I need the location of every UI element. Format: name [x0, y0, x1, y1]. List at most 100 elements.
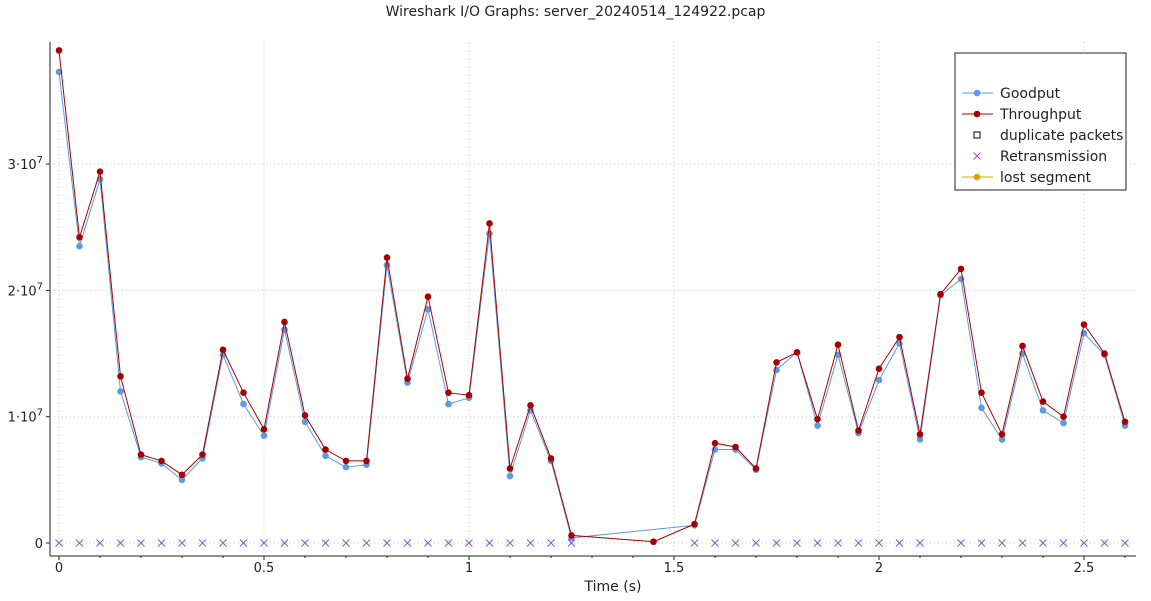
data-point [1039, 407, 1047, 414]
retransmission-marker [239, 539, 248, 547]
retransmission-marker [1121, 539, 1129, 547]
retransmission-marker [260, 539, 268, 547]
retransmission-marker [1100, 539, 1109, 547]
x-tick-label: 1 [465, 561, 473, 576]
data-point [752, 465, 760, 472]
retransmission-marker [55, 539, 63, 547]
retransmission-marker [75, 539, 84, 547]
legend-swatch-square [973, 131, 981, 139]
data-point [998, 436, 1006, 443]
retransmission-marker [137, 539, 145, 547]
data-point [568, 532, 575, 539]
data-point [55, 47, 63, 54]
data-point [281, 318, 288, 326]
retransmission-marker [424, 539, 432, 547]
data-point [445, 400, 452, 408]
retransmission-marker [383, 539, 391, 547]
data-point [158, 457, 165, 465]
retransmission-marker [526, 539, 535, 547]
data-point [76, 242, 83, 250]
data-point [1080, 321, 1088, 328]
retransmission-marker [1059, 539, 1068, 547]
data-point [773, 359, 780, 366]
data-point [691, 520, 698, 528]
data-point [240, 400, 247, 408]
legend-item: Throughput [962, 107, 1082, 123]
retransmission-marker [178, 539, 186, 547]
legend-label: duplicate packets [1000, 128, 1123, 144]
retransmission-marker [957, 539, 965, 547]
legend-label: Throughput [999, 107, 1082, 123]
data-point [1019, 342, 1026, 350]
data-point [117, 388, 124, 395]
legend-swatch-dot [973, 110, 981, 118]
data-point [834, 341, 842, 349]
retransmission-marker [875, 539, 883, 547]
data-point [711, 439, 719, 447]
data-point [855, 427, 862, 434]
data-point [957, 265, 965, 273]
data-point [55, 68, 63, 76]
data-point [240, 389, 247, 397]
retransmission-marker [362, 539, 371, 547]
y-tick-base: 3·10 [8, 158, 37, 173]
retransmission-marker [444, 539, 453, 547]
data-point [1121, 418, 1129, 426]
retransmission-marker [895, 539, 904, 547]
data-point [486, 220, 493, 227]
x-axis-title: Time (s) [584, 579, 642, 595]
data-point [506, 472, 514, 480]
data-point [342, 463, 350, 471]
data-point [506, 465, 514, 472]
data-point [76, 234, 83, 241]
legend-box [954, 52, 1127, 191]
data-point [527, 402, 534, 409]
data-point [1039, 398, 1047, 405]
retransmission-marker [321, 539, 330, 547]
data-point [465, 391, 473, 399]
data-point [301, 418, 309, 426]
x-tick-label: 0.5 [254, 561, 275, 576]
data-point [117, 372, 124, 380]
data-point [1101, 350, 1108, 357]
retransmission-marker [567, 539, 576, 547]
retransmission-marker [116, 539, 125, 547]
retransmission-marker [1039, 539, 1047, 547]
data-point [1060, 413, 1067, 421]
data-point [486, 230, 493, 237]
legend-swatch-dot [973, 173, 981, 181]
data-point [383, 261, 391, 269]
series-retransmission [55, 539, 1129, 547]
legend-swatch-dot [973, 89, 981, 97]
data-point [424, 293, 432, 301]
data-point [404, 375, 411, 383]
data-point [363, 457, 370, 465]
data-point [814, 422, 821, 429]
data-point [998, 431, 1006, 438]
data-point [260, 426, 268, 433]
retransmission-marker [1080, 539, 1088, 547]
data-point [219, 346, 227, 354]
legend-label: lost segment [1000, 170, 1092, 186]
x-tick-label: 0 [55, 561, 63, 576]
x-tick-label: 2 [875, 561, 883, 576]
data-point [732, 443, 739, 451]
data-point [793, 348, 801, 356]
y-tick-base: 1·10 [8, 411, 37, 426]
retransmission-marker [219, 539, 227, 547]
retransmission-marker [690, 539, 699, 547]
data-point [424, 306, 432, 313]
data-point [260, 432, 268, 439]
data-point [1060, 419, 1067, 427]
data-point [896, 333, 903, 341]
retransmission-marker [280, 539, 289, 547]
retransmission-marker [198, 539, 207, 547]
retransmission-marker [834, 539, 842, 547]
data-point [137, 451, 145, 458]
retransmission-marker [752, 539, 760, 547]
retransmission-marker [977, 539, 986, 547]
y-tick-exponent: 7 [37, 408, 43, 419]
y-tick-label: 2·107 [8, 281, 43, 299]
data-point [547, 455, 555, 462]
